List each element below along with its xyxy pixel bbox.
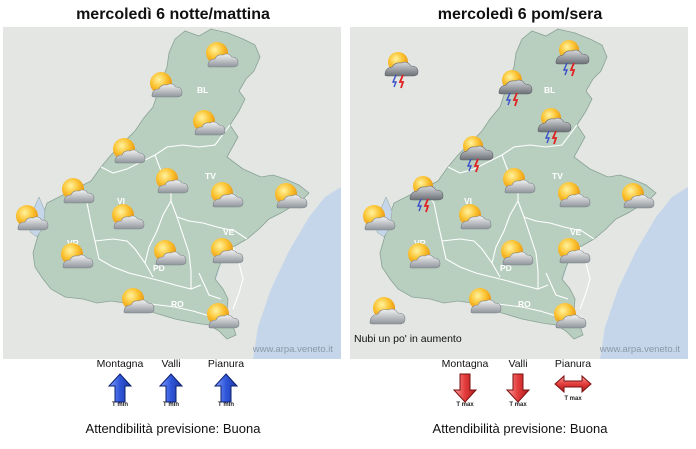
trend-tlabel: T max xyxy=(509,402,527,408)
forecast-panel-afternoon: mercoledì 6 pom/sera BL TV VI VR PD VE R… xyxy=(350,0,693,449)
zone-label-pianura: Pianura xyxy=(554,358,592,370)
trend-tlabel: T min xyxy=(218,402,234,408)
zone-label-montagna: Montagna xyxy=(441,358,489,370)
forecast-reliability: Attendibilità previsione: Buona xyxy=(85,421,261,436)
province-label-bl: BL xyxy=(544,85,555,95)
trend-tlabel: T min xyxy=(112,402,128,408)
province-label-vi: VI xyxy=(117,196,125,206)
source-credit: www.arpa.veneto.it xyxy=(252,344,333,355)
province-label-tv: TV xyxy=(205,171,216,181)
trend-down-arrow-icon xyxy=(498,372,538,410)
province-label-pd: PD xyxy=(153,263,165,273)
zone-label-valli: Valli xyxy=(508,358,528,370)
forecast-panel-morning: mercoledì 6 notte/mattina BL TV VI VR PD… xyxy=(3,0,346,449)
forecast-map: BL TV VI VR PD VE RO Nubi un po' in xyxy=(350,27,688,359)
trend-down-arrow-icon xyxy=(445,372,485,410)
province-label-pd: PD xyxy=(500,263,512,273)
trend-up-arrow-icon xyxy=(206,372,246,410)
province-label-ro: RO xyxy=(171,299,184,309)
province-label-vr: VR xyxy=(67,238,79,248)
province-label-vr: VR xyxy=(414,238,426,248)
source-credit: www.arpa.veneto.it xyxy=(599,344,680,355)
panel-title: mercoledì 6 notte/mattina xyxy=(76,6,270,23)
trend-stable-arrow-icon xyxy=(553,372,593,410)
trend-up-arrow-icon xyxy=(100,372,140,410)
zone-label-montagna: Montagna xyxy=(96,358,144,370)
province-label-tv: TV xyxy=(552,171,563,181)
panel-title: mercoledì 6 pom/sera xyxy=(437,6,603,23)
trend-tlabel: T max xyxy=(456,402,474,408)
province-label-ro: RO xyxy=(518,299,531,309)
trend-tlabel: T max xyxy=(564,396,582,402)
province-label-bl: BL xyxy=(197,85,208,95)
forecast-map: BL TV VI VR PD VE RO www.arpa.veneto.it xyxy=(3,27,341,359)
legend-caption: Nubi un po' in aumento xyxy=(354,333,462,345)
trend-up-arrow-icon xyxy=(151,372,191,410)
trend-tlabel: T min xyxy=(163,402,179,408)
province-label-ve: VE xyxy=(570,227,582,237)
zone-label-valli: Valli xyxy=(161,358,181,370)
province-label-ve: VE xyxy=(223,227,235,237)
zone-label-pianura: Pianura xyxy=(207,358,245,370)
province-label-vi: VI xyxy=(464,196,472,206)
forecast-reliability: Attendibilità previsione: Buona xyxy=(432,421,608,436)
